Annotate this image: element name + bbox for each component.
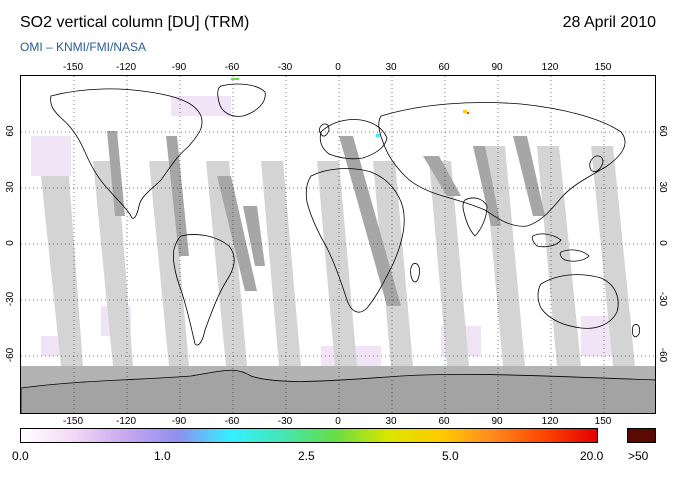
lon-tick-bottom: -30 — [277, 416, 293, 427]
lon-tick-top: 120 — [541, 62, 559, 73]
colorbar-label: 2.5 — [298, 449, 315, 463]
world-map-svg — [21, 76, 655, 413]
colorbar-label: 1.0 — [154, 449, 171, 463]
so2-hotspots — [231, 78, 469, 137]
lon-tick-top: -60 — [224, 62, 240, 73]
lon-tick-bottom: 120 — [541, 416, 559, 427]
colorbar-label: 0.0 — [12, 449, 29, 463]
europe-coast — [319, 119, 388, 160]
so2-hotspot-europe — [376, 134, 380, 137]
so2-map — [20, 75, 656, 414]
colorbar-label: 20.0 — [580, 449, 604, 463]
lat-tick-right: -30 — [657, 291, 668, 307]
so2-hotspot-russia-peak — [467, 112, 469, 114]
lon-tick-bottom: -120 — [115, 416, 136, 427]
lon-tick-top: -150 — [62, 62, 83, 73]
uk-coast — [319, 123, 330, 137]
lon-tick-bottom: 150 — [594, 416, 612, 427]
coastlines — [50, 83, 640, 346]
lat-tick-left: 0 — [5, 240, 16, 246]
lon-tick-top: 0 — [335, 62, 341, 73]
japan-coast — [589, 155, 604, 172]
lat-tick-left: -60 — [5, 347, 16, 363]
data-credit: OMI – KNMI/FMI/NASA — [20, 40, 147, 54]
lon-tick-top: 30 — [385, 62, 397, 73]
lon-tick-bottom: -90 — [171, 416, 187, 427]
lon-tick-top: 60 — [438, 62, 450, 73]
africa-coast — [305, 168, 405, 313]
colorbar-label: 5.0 — [442, 449, 459, 463]
lon-tick-bottom: -60 — [224, 416, 240, 427]
lon-tick-top: -90 — [171, 62, 187, 73]
lon-tick-bottom: 0 — [335, 416, 341, 427]
south-america-coast — [173, 234, 235, 346]
orbit-swath-land — [107, 131, 545, 306]
new-guinea-coast — [559, 249, 590, 262]
lon-tick-top: -120 — [115, 62, 136, 73]
lon-tick-bottom: 90 — [491, 416, 503, 427]
antarctica-outline — [21, 369, 655, 413]
lon-tick-top: 150 — [594, 62, 612, 73]
so2-hotspot-arctic — [231, 78, 239, 80]
lat-tick-right: 60 — [657, 125, 668, 137]
colorbar-overflow-label: >50 — [628, 449, 649, 463]
greenland-coast — [217, 83, 266, 117]
australia-coast — [537, 274, 619, 329]
lat-tick-right: 30 — [657, 181, 668, 193]
lat-tick-left: 30 — [5, 181, 16, 193]
lat-tick-right: -60 — [657, 347, 668, 363]
map-title: SO2 vertical column [DU] (TRM) — [20, 14, 250, 31]
so2-hotspot-russia — [463, 110, 467, 113]
map-date: 28 April 2010 — [562, 14, 656, 31]
lon-tick-top: 90 — [491, 62, 503, 73]
lat-tick-left: -30 — [5, 291, 16, 307]
lon-tick-top: -30 — [277, 62, 293, 73]
colorbar-overflow-swatch — [627, 428, 656, 443]
lon-tick-bottom: 60 — [438, 416, 450, 427]
madagascar-coast — [410, 263, 420, 283]
lat-tick-right: 0 — [657, 240, 668, 246]
north-america-coast — [50, 88, 203, 219]
colorbar — [20, 428, 598, 443]
new-zealand-coast — [632, 324, 640, 338]
lon-tick-bottom: -150 — [62, 416, 83, 427]
lat-tick-left: 60 — [5, 125, 16, 137]
asia-coast — [378, 102, 626, 227]
lon-tick-bottom: 30 — [385, 416, 397, 427]
india-coast — [462, 197, 488, 237]
indonesia-coast — [531, 233, 562, 248]
